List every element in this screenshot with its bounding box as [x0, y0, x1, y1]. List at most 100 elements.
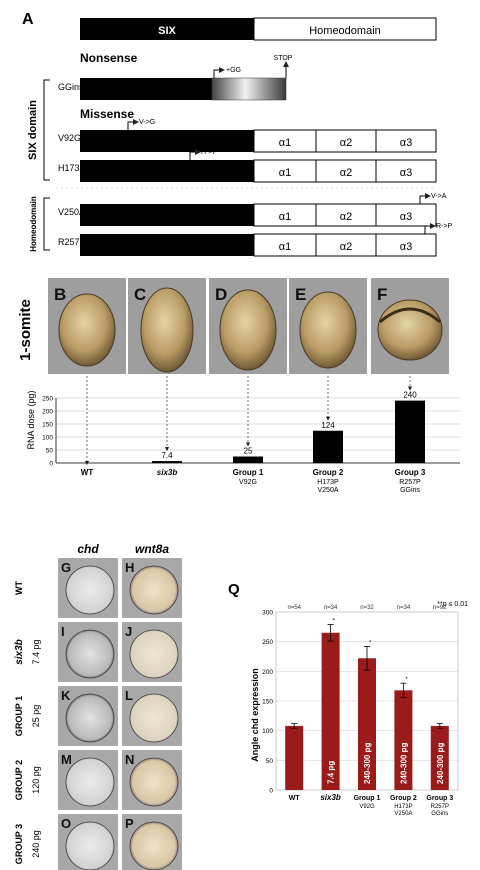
dose-ytick-label: 0	[49, 461, 53, 468]
ish-embryo-image	[65, 629, 115, 679]
ish-row-dose-label: 120 pg	[31, 766, 41, 794]
q-bar	[321, 632, 340, 790]
ish-row-label: GROUP 2	[14, 760, 24, 800]
construct-r257p-name: R257P	[58, 237, 86, 247]
dose-chart: RNA dose (pg) 0 50 100 150 200 250 WT 7.4 six3b 2…	[26, 376, 460, 494]
dose-bar	[313, 430, 343, 463]
embryo-panels: B C D E F	[48, 278, 449, 374]
construct-v92g-helix-label: α3	[400, 137, 412, 149]
dose-ytick-label: 250	[42, 396, 53, 403]
q-significance-star: *	[405, 677, 408, 683]
header-six-domain	[80, 18, 254, 40]
construct-rows: V92G α1 α2 α3 V->G H173P α1 α2 α3 H->P V250A α1 α2 α3…	[58, 119, 452, 257]
q-category-sublabel: GGins	[431, 811, 448, 817]
missense-title: Missense	[80, 107, 134, 121]
ish-embryo-image	[129, 821, 179, 870]
significance-label: **p ≤ 0.01	[437, 601, 468, 608]
panel-q-chart: Q **p ≤ 0.01 Angle chd expression 0 50 100…	[228, 581, 468, 817]
construct-h173p-name: H173P	[58, 163, 86, 173]
dose-value-label: 124	[321, 421, 335, 430]
embryo-image	[58, 293, 116, 367]
six-domain-bracket	[43, 79, 50, 181]
side-label-six-domain: SIX domain	[27, 100, 39, 160]
q-category-sublabel: V250A	[394, 811, 412, 817]
q-ytick-label: 300	[262, 610, 273, 617]
construct-v92g-helix-label: α1	[279, 137, 291, 149]
q-category-sublabel: V92G	[359, 804, 375, 810]
ish-panel-letter: I	[61, 624, 65, 639]
construct-v92g-mutation-arrow	[127, 119, 139, 130]
q-n-label: n=92	[433, 605, 447, 611]
stage-label: 1-somite	[17, 299, 34, 361]
dose-ytick-label: 150	[42, 422, 53, 429]
construct-r257p-helix-label: α1	[279, 241, 291, 253]
dose-ytick-label: 200	[42, 409, 53, 416]
ish-row-dose-label: 25 pg	[31, 705, 41, 728]
dose-category-label: Group 2	[313, 468, 344, 477]
panel-letter-d: D	[215, 285, 227, 304]
q-bar	[430, 725, 449, 790]
q-category-sublabel: R257P	[431, 804, 449, 810]
header-six-label: SIX	[158, 25, 176, 37]
construct-name-ggins: GGins	[58, 82, 84, 92]
construct-h173p-helix-label: α1	[279, 167, 291, 179]
q-bar	[358, 658, 376, 790]
ish-col-header-wnt8a: wnt8a	[135, 542, 169, 556]
panel-embryos: 1-somite B C D E F	[17, 278, 449, 374]
ish-panel-letter: N	[125, 752, 134, 767]
ish-embryo-image	[65, 757, 115, 807]
embryo-image	[377, 299, 443, 361]
embryo-image	[219, 289, 277, 371]
dose-category-label: Group 3	[395, 468, 426, 477]
ish-panel-letter: M	[61, 752, 72, 767]
dose-category-label: Group 1	[233, 468, 264, 477]
q-category-label: WT	[289, 795, 301, 802]
construct-v92g-mutation-label: V->G	[139, 119, 155, 126]
q-ytick-label: 150	[262, 699, 273, 706]
construct-v92g-name: V92G	[58, 133, 81, 143]
header-homeodomain-box	[253, 17, 437, 41]
dose-ytick-label: 50	[46, 448, 54, 455]
dose-category-sublabel: V250A	[317, 487, 338, 494]
construct-h173p-six-bar	[80, 160, 254, 182]
ish-embryo-image	[129, 629, 179, 679]
q-category-label: Group 3	[426, 795, 453, 802]
ish-col-header-chd: chd	[77, 542, 99, 556]
embryo-image	[140, 287, 194, 373]
side-label-homeodomain: Homeodomain	[29, 196, 38, 252]
q-ytick-label: 50	[266, 758, 274, 765]
q-bar	[285, 725, 304, 790]
dose-category-label: six3b	[157, 468, 178, 477]
ggins-six-bar	[80, 78, 212, 100]
q-ytick-label: 100	[262, 728, 273, 735]
ish-row-label: GROUP 1	[14, 696, 24, 736]
panel-letter-e: E	[295, 285, 306, 304]
construct-r257p-mutation-arrow	[424, 223, 436, 234]
construct-v250a-six-bar	[80, 204, 254, 226]
construct-v250a-helix-box	[375, 203, 437, 227]
construct-v92g-six-bar	[80, 130, 254, 152]
ish-panel-letter: L	[125, 688, 133, 703]
ish-panel-letter: K	[61, 688, 71, 703]
q-ytick-label: 0	[269, 788, 273, 795]
construct-h173p-mutation-arrow	[189, 149, 201, 160]
dose-category-label: WT	[81, 468, 94, 477]
dose-bar	[233, 456, 263, 463]
q-bar-dose-label: 240-300 pg	[399, 743, 408, 784]
q-bar-dose-label: 240-300 pg	[363, 743, 372, 784]
panel-letter-c: C	[134, 285, 146, 304]
q-category-sublabel: H173P	[394, 804, 412, 810]
construct-v250a-mutation-label: V->A	[431, 193, 447, 200]
ish-row-dose-label: 7.4 pg	[31, 639, 41, 664]
q-bar	[394, 690, 413, 790]
ish-row-label: WT	[14, 581, 24, 595]
panel-letter-f: F	[377, 285, 387, 304]
ish-panel-letter: P	[125, 816, 134, 831]
embryo-image	[299, 291, 357, 369]
panel-letter-q: Q	[228, 581, 240, 598]
ish-panel-letter: H	[125, 560, 134, 575]
construct-v92g-helix-label: α2	[340, 137, 352, 149]
construct-r257p-helix-label: α2	[340, 241, 352, 253]
ish-embryo-image	[129, 565, 179, 615]
